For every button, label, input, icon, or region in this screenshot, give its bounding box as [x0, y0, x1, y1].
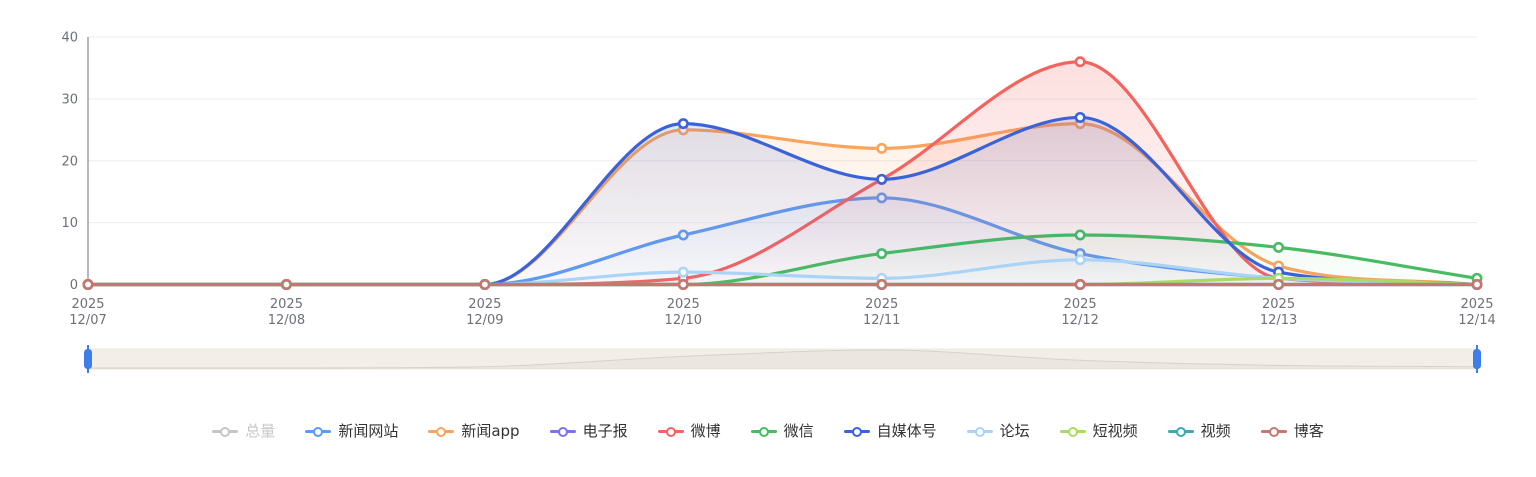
legend-label: 电子报 [582, 422, 628, 440]
x-axis-label: 2025 12/10 [665, 297, 702, 328]
legend-label: 微博 [690, 422, 721, 440]
legend: 总量 新闻网站 新闻app 电子报 微博 微信 自媒体号 论坛 短视频 视频 博客 [0, 424, 1536, 439]
data-point-boke-12/07[interactable] [82, 278, 94, 290]
series-area-zimeitihao [88, 117, 1477, 285]
x-axis-label: 2025 12/14 [1458, 297, 1495, 328]
legend-ring-icon [436, 426, 447, 437]
legend-line-icon [1260, 426, 1287, 438]
legend-line-icon [305, 426, 332, 438]
legend-line-icon [1059, 426, 1086, 438]
data-point-boke-12/11[interactable] [876, 278, 888, 290]
y-axis-label: 40 [61, 31, 78, 46]
data-point-weixin-12/13[interactable] [1273, 241, 1285, 253]
legend-line-icon [750, 426, 777, 438]
y-axis-label: 20 [61, 154, 78, 169]
y-axis-label: 0 [70, 278, 78, 293]
data-point-boke-12/08[interactable] [280, 278, 292, 290]
legend-line-icon [549, 426, 576, 438]
legend-line-icon [1167, 426, 1194, 438]
legend-item-duanshipin[interactable]: 短视频 [1059, 422, 1138, 440]
data-point-boke-12/09[interactable] [479, 278, 491, 290]
series-area-luntan [88, 259, 1477, 285]
data-point-boke-12/13[interactable] [1273, 278, 1285, 290]
legend-ring-icon [557, 426, 568, 437]
x-axis-label: 2025 12/07 [69, 297, 106, 328]
legend-line-icon [843, 426, 870, 438]
legend-item-shipin[interactable]: 视频 [1167, 422, 1231, 440]
data-point-zimeitihao-12/11[interactable] [876, 173, 888, 185]
legend-line-icon [428, 426, 455, 438]
datazoom-handle-left[interactable] [84, 349, 92, 369]
y-axis-label: 10 [61, 216, 78, 231]
data-point-luntan-12/10[interactable] [677, 266, 689, 278]
legend-ring-icon [665, 426, 676, 437]
data-point-zimeitihao-12/10[interactable] [677, 118, 689, 130]
legend-ring-icon [1268, 426, 1279, 437]
datazoom-handle-right[interactable] [1473, 349, 1481, 369]
legend-line-icon [212, 426, 239, 438]
data-point-boke-12/14[interactable] [1471, 278, 1483, 290]
legend-item-xinwen-wangzhan[interactable]: 新闻网站 [305, 424, 398, 439]
legend-item-zongliang[interactable]: 总量 [212, 424, 275, 439]
legend-label: 新闻app [461, 422, 520, 440]
legend-line-icon [657, 426, 684, 438]
data-point-xinwen-app-12/11[interactable] [876, 142, 888, 154]
series-boke [82, 278, 1483, 290]
x-axis-label: 2025 12/12 [1061, 297, 1098, 328]
legend-ring-icon [220, 426, 231, 437]
data-point-weibo-12/12[interactable] [1074, 56, 1086, 68]
x-axis-label: 2025 12/09 [466, 297, 503, 328]
legend-ring-icon [758, 426, 769, 437]
legend-item-luntan[interactable]: 论坛 [966, 422, 1030, 440]
datazoom-shadow-line [88, 349, 1478, 369]
data-point-zimeitihao-12/12[interactable] [1074, 111, 1086, 123]
legend-item-dianzibao[interactable]: 电子报 [549, 422, 628, 440]
x-axis-label: 2025 12/11 [863, 297, 900, 328]
legend-item-weibo[interactable]: 微博 [657, 422, 721, 440]
legend-label: 总量 [245, 422, 276, 440]
data-point-boke-12/12[interactable] [1074, 278, 1086, 290]
data-point-boke-12/10[interactable] [677, 278, 689, 290]
x-axis-label: 2025 12/08 [268, 297, 305, 328]
legend-label: 微信 [783, 422, 814, 440]
legend-item-zimeitihao[interactable]: 自媒体号 [843, 422, 937, 440]
legend-label: 博客 [1293, 422, 1324, 440]
legend-ring-icon [1067, 426, 1078, 437]
legend-ring-icon [1175, 426, 1186, 437]
legend-item-boke[interactable]: 博客 [1260, 422, 1324, 440]
legend-label: 新闻网站 [338, 422, 399, 440]
legend-ring-icon [313, 426, 324, 437]
legend-item-weixin[interactable]: 微信 [750, 422, 814, 440]
legend-label: 短视频 [1092, 422, 1138, 440]
legend-label: 视频 [1200, 422, 1231, 440]
legend-ring-icon [851, 426, 862, 437]
x-axis-label: 2025 12/13 [1260, 297, 1297, 328]
legend-line-icon [966, 426, 993, 438]
legend-ring-icon [974, 426, 985, 437]
legend-item-xinwen-app[interactable]: 新闻app [428, 422, 520, 440]
data-point-luntan-12/12[interactable] [1074, 254, 1086, 266]
legend-label: 论坛 [999, 422, 1030, 440]
y-axis-label: 30 [61, 92, 78, 107]
legend-label: 自媒体号 [876, 422, 937, 440]
